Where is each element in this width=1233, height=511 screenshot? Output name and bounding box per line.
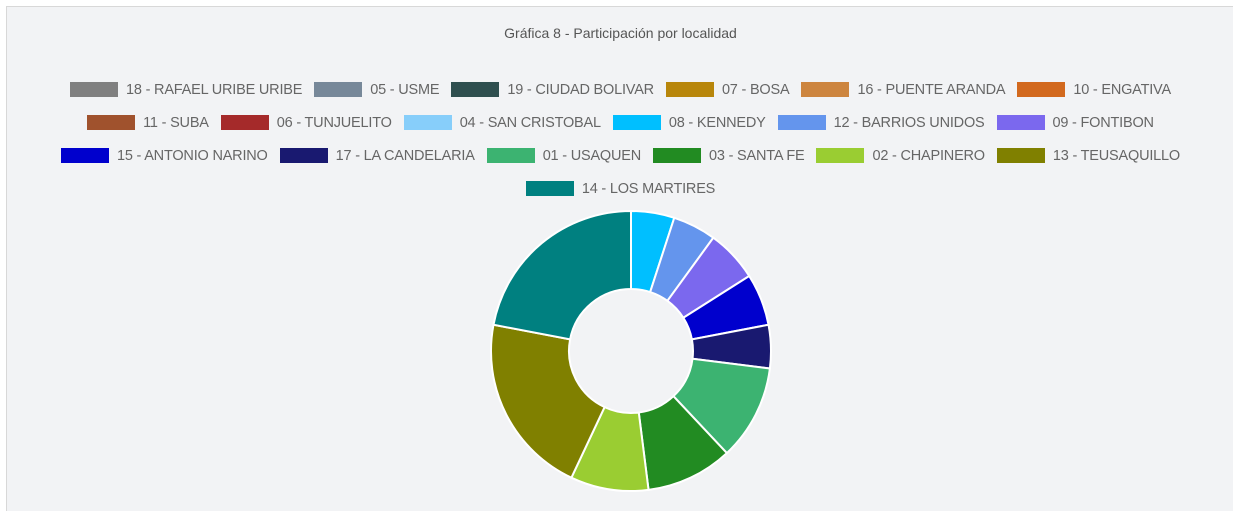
legend-item[interactable]: 07 - BOSA	[665, 81, 790, 98]
legend-row: 11 - SUBA 06 - TUNJUELITO 04 - SAN CRISTOB…	[7, 106, 1233, 139]
legend-item[interactable]: 02 - CHAPINERO	[816, 147, 985, 164]
legend-swatch	[996, 115, 1045, 130]
legend-label: 14 - LOS MARTIRES	[581, 180, 716, 197]
legend-label: 19 - CIUDAD BOLIVAR	[507, 81, 654, 98]
legend-item[interactable]: 09 - FONTIBON	[996, 114, 1155, 131]
chart-panel: Gráfica 8 - Participación por localidad …	[6, 6, 1233, 511]
legend-swatch	[816, 148, 865, 163]
legend: 18 - RAFAEL URIBE URIBE 05 - USME 19 - CIU…	[7, 73, 1233, 205]
legend-swatch	[665, 82, 714, 97]
legend-item[interactable]: 14 - LOS MARTIRES	[525, 180, 716, 197]
legend-item[interactable]: 17 - LA CANDELARIA	[279, 147, 475, 164]
legend-swatch	[451, 82, 500, 97]
legend-swatch	[612, 115, 661, 130]
legend-label: 15 - ANTONIO NARINO	[117, 147, 268, 164]
legend-label: 13 - TEUSAQUILLO	[1052, 147, 1180, 164]
legend-item[interactable]: 08 - KENNEDY	[612, 114, 766, 131]
legend-item[interactable]: 04 - SAN CRISTOBAL	[403, 114, 601, 131]
chart-title: Gráfica 8 - Participación por localidad	[504, 25, 737, 41]
slice	[490, 323, 606, 480]
legend-swatch	[403, 115, 452, 130]
legend-label: 12 - BARRIOS UNIDOS	[833, 114, 985, 131]
legend-item[interactable]: 16 - PUENTE ARANDA	[801, 81, 1006, 98]
legend-label: 18 - RAFAEL URIBE URIBE	[126, 81, 303, 98]
legend-swatch	[486, 148, 535, 163]
legend-item[interactable]: 15 - ANTONIO NARINO	[61, 148, 268, 164]
legend-item[interactable]: 10 - ENGATIVA	[1017, 82, 1171, 98]
legend-item[interactable]: 19 - CIUDAD BOLIVAR	[451, 82, 654, 98]
legend-swatch	[777, 115, 826, 130]
legend-swatch	[314, 82, 363, 97]
legend-swatch	[653, 148, 702, 163]
legend-swatch	[220, 115, 269, 130]
legend-label: 01 - USAQUEN	[542, 147, 642, 164]
legend-label: 04 - SAN CRISTOBAL	[459, 114, 601, 131]
legend-swatch	[70, 82, 119, 97]
legend-item[interactable]: 18 - RAFAEL URIBE URIBE	[70, 82, 302, 98]
legend-row: 14 - LOS MARTIRES	[7, 172, 1233, 205]
legend-item[interactable]: 12 - BARRIOS UNIDOS	[777, 114, 985, 131]
legend-swatch	[996, 148, 1045, 163]
legend-item[interactable]: 03 - SANTA FE	[653, 147, 805, 164]
legend-label: 07 - BOSA	[721, 81, 790, 98]
legend-item[interactable]: 01 - USAQUEN	[486, 147, 642, 164]
slice	[492, 209, 632, 341]
legend-swatch	[801, 82, 850, 97]
legend-label: 08 - KENNEDY	[668, 114, 766, 131]
legend-swatch	[1017, 82, 1066, 97]
legend-row: 18 - RAFAEL URIBE URIBE 05 - USME 19 - CIU…	[7, 73, 1233, 106]
legend-label: 11 - SUBA	[143, 114, 209, 131]
legend-swatch	[279, 148, 328, 163]
legend-item[interactable]: 06 - TUNJUELITO	[220, 114, 392, 131]
legend-label: 17 - LA CANDELARIA	[335, 147, 475, 164]
chart	[490, 209, 772, 492]
legend-label: 05 - USME	[370, 81, 440, 98]
legend-item[interactable]: 05 - USME	[314, 81, 440, 98]
legend-label: 09 - FONTIBON	[1052, 114, 1155, 131]
legend-swatch	[525, 181, 574, 196]
legend-label: 10 - ENGATIVA	[1073, 81, 1171, 98]
legend-label: 03 - SANTA FE	[709, 147, 805, 164]
legend-row: 15 - ANTONIO NARINO 17 - LA CANDELARIA 01 …	[7, 139, 1233, 172]
legend-swatch	[87, 115, 136, 130]
legend-item[interactable]: 11 - SUBA	[87, 115, 209, 131]
legend-label: 02 - CHAPINERO	[872, 147, 985, 164]
legend-label: 16 - PUENTE ARANDA	[857, 81, 1006, 98]
legend-label: 06 - TUNJUELITO	[276, 114, 392, 131]
legend-item[interactable]: 13 - TEUSAQUILLO	[996, 147, 1180, 164]
legend-swatch	[61, 148, 109, 163]
